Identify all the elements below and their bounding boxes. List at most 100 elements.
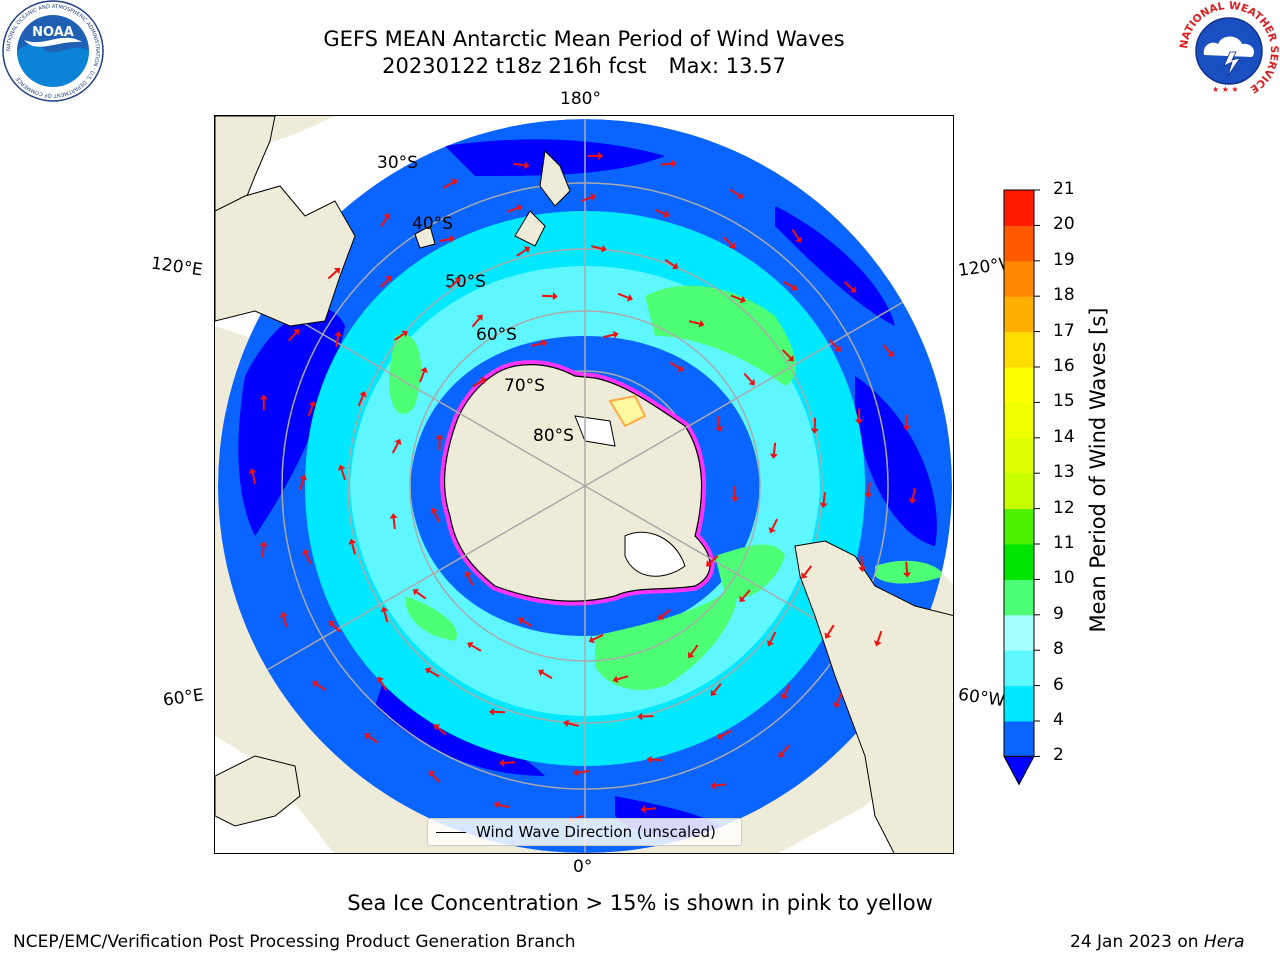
continent-africa <box>215 755 301 827</box>
wind-wave-arrow <box>729 188 741 197</box>
wind-wave-arrow <box>590 245 603 250</box>
wind-wave-arrow <box>531 342 543 347</box>
wind-wave-arrowhead <box>588 636 595 644</box>
wind-wave-arrow <box>498 803 510 809</box>
wind-wave-arrowhead <box>737 192 744 199</box>
wind-wave-arrowhead <box>902 425 911 431</box>
wind-wave-arrow <box>720 729 732 737</box>
wind-wave-arrowhead <box>590 193 597 202</box>
wind-wave-arrowhead <box>672 262 679 270</box>
colorbar-tick-label: 15 <box>1053 391 1075 412</box>
wind-wave-arrow <box>391 442 399 454</box>
wind-wave-arrow <box>580 196 592 202</box>
wind-wave-arrow <box>783 684 791 696</box>
wind-wave-arrow <box>503 761 516 764</box>
nws-star-icon: ★ ★ ★ <box>1212 85 1239 94</box>
colorbar-tick-label: 9 <box>1053 603 1064 624</box>
wind-wave-arrow <box>307 405 314 417</box>
wind-wave-arrow <box>467 575 474 586</box>
wind-wave-arrowhead <box>795 236 802 243</box>
wind-wave-arrowhead <box>657 613 665 620</box>
colorbar-segment <box>1004 437 1034 474</box>
wind-wave-arrow <box>771 518 779 530</box>
wind-wave-arrowhead <box>887 350 894 357</box>
wind-wave-arrowhead <box>385 275 392 283</box>
wind-wave-arrowhead <box>312 680 319 688</box>
wind-wave-arrowhead <box>389 513 398 519</box>
wind-wave-arrowhead <box>710 689 718 697</box>
lat-label-30s: 30°S <box>377 153 418 173</box>
credit-right: 24 Jan 2023 on Hera <box>1070 932 1245 952</box>
colorbar-segment <box>1004 190 1034 226</box>
wind-wave-arrowhead <box>834 345 841 352</box>
wind-wave-arrowhead <box>334 331 343 337</box>
chart-subtitle: 20230122 t18z 216h fcst Max: 13.57 <box>214 54 954 78</box>
wind-wave-arrowhead <box>401 330 408 338</box>
wind-wave-arrow <box>660 162 672 166</box>
wind-wave-arrow <box>836 693 843 704</box>
wind-wave-arrowhead <box>778 751 785 758</box>
wind-wave-arrowhead <box>731 497 739 502</box>
map-canvas: 30°S 40°S 50°S 60°S 70°S 80°S <box>215 116 953 853</box>
wind-wave-arrowhead <box>279 611 288 618</box>
wind-wave-arrowhead <box>337 464 346 471</box>
colorbar-tick-label: 11 <box>1053 533 1075 553</box>
wind-wave-arrowhead <box>671 159 677 168</box>
colorbar-tick-label: 16 <box>1053 356 1075 376</box>
wind-wave-arrowhead <box>383 213 391 220</box>
colorbar-segment <box>1004 367 1034 403</box>
wind-wave-arrowhead <box>333 267 341 275</box>
wind-wave-arrow <box>716 416 721 428</box>
colorbar-segment <box>1004 225 1034 262</box>
wind-wave-arrow <box>431 773 441 784</box>
wind-wave-arrowhead <box>428 770 436 778</box>
wind-wave-arrowhead <box>433 724 441 731</box>
wind-wave-arrowhead <box>499 758 505 767</box>
wind-wave-arrow <box>743 372 753 383</box>
wind-wave-arrowhead <box>359 391 367 398</box>
wind-wave-arrow <box>905 561 909 573</box>
wind-wave-arrowhead <box>516 204 523 212</box>
wind-wave-arrow <box>471 317 481 328</box>
wind-wave-arrow <box>383 611 389 623</box>
wind-wave-arrow <box>741 589 751 600</box>
wind-wave-arrow <box>261 546 265 558</box>
wind-wave-arrow <box>379 680 388 691</box>
wind-wave-arrowhead <box>819 502 828 509</box>
wind-wave-arrowhead <box>640 805 646 814</box>
wind-wave-arrowhead <box>518 617 525 625</box>
wind-wave-arrowhead <box>454 277 461 284</box>
wind-wave-arrowhead <box>791 283 798 291</box>
lon-label-120e: 120°E <box>149 253 204 281</box>
wind-wave-arrowhead <box>766 640 775 647</box>
wind-wave-arrowhead <box>348 538 357 545</box>
wind-wave-arrow <box>876 630 883 642</box>
wind-wave-arrowhead <box>855 419 864 425</box>
colorbar-segment <box>1004 402 1034 439</box>
wind-wave-arrowhead <box>541 339 548 348</box>
wind-wave-arrow <box>645 807 657 811</box>
wind-wave-arrowhead <box>552 292 558 301</box>
colorbar-tick-label: 14 <box>1053 426 1075 447</box>
wind-wave-arrowhead <box>646 755 652 764</box>
noaa-logo: NATIONAL OCEANIC AND ATMOSPHERIC ADMINIS… <box>2 0 104 106</box>
wind-wave-arrow <box>327 270 338 280</box>
wind-wave-arrowhead <box>449 235 455 244</box>
wind-wave-arrowhead <box>524 161 530 170</box>
colorbar-segment <box>1004 331 1034 368</box>
wind-wave-arrow <box>251 472 256 484</box>
wind-wave-arrow <box>867 481 871 494</box>
colorbar-segment <box>1004 685 1034 722</box>
credit-date: 24 Jan 2023 on <box>1070 932 1199 952</box>
credit-left: NCEP/EMC/Verification Post Processing Pr… <box>13 932 576 952</box>
wind-wave-arrowhead <box>663 210 670 218</box>
lon-label-60w: 60°W <box>956 684 1007 712</box>
wind-wave-arrowhead <box>677 364 684 372</box>
wind-wave-arrow <box>513 162 525 167</box>
wind-wave-arrow <box>730 294 742 301</box>
wind-wave-arrow <box>669 361 681 370</box>
wind-wave-arrowhead <box>420 367 428 374</box>
wind-wave-arrowhead <box>698 319 705 328</box>
wind-wave-arrow <box>428 670 440 678</box>
wind-wave-arrowhead <box>873 640 882 647</box>
